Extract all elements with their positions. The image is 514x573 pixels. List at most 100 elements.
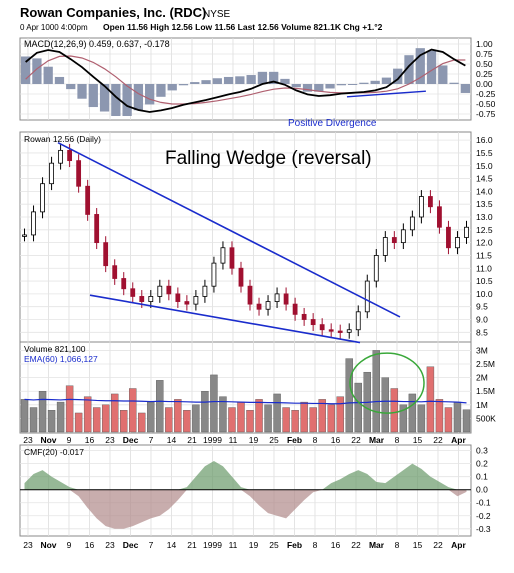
x-tick-label: 25: [269, 435, 279, 445]
x-tick-label: 25: [269, 540, 279, 550]
volume-bar: [336, 396, 344, 433]
price-candle: [428, 196, 433, 208]
price-candle: [437, 206, 442, 228]
price-candle: [364, 280, 370, 313]
price-title: Rowan 12.56 (Daily): [24, 134, 101, 144]
macd-histogram-bar: [178, 84, 189, 86]
volume-title: Volume 821,100: [24, 344, 86, 354]
x-tick-label: 9: [67, 435, 72, 445]
x-tick-label: 9: [67, 540, 72, 550]
price-candle: [455, 237, 460, 249]
macd-annotation: Positive Divergence: [288, 118, 377, 129]
volume-bar: [327, 404, 335, 433]
volume-bar: [129, 388, 137, 433]
y-tick-label: -0.75: [476, 109, 496, 119]
y-tick-label: 1M: [476, 400, 488, 410]
volume-bar: [435, 399, 444, 433]
volume-bar: [300, 401, 308, 433]
macd-histogram-bar: [426, 50, 437, 84]
x-tick-label: 21: [187, 540, 197, 550]
volume-bar: [92, 407, 101, 433]
upper-trendline: [57, 141, 401, 318]
macd-panel: [19, 37, 472, 121]
x-tick-label: 8: [395, 435, 400, 445]
y-tick-label: 0.25: [476, 69, 493, 79]
price-candle: [49, 162, 54, 185]
y-tick-label: 11.5: [476, 250, 492, 260]
price-candle: [148, 296, 154, 302]
price-candle: [139, 296, 145, 302]
x-tick-label: Dec: [123, 435, 139, 445]
x-tick-label: 1999: [203, 540, 222, 550]
price-candle: [464, 226, 469, 238]
exchange-label: NYSE: [203, 9, 231, 20]
y-tick-label: -0.25: [476, 89, 496, 99]
volume-bar: [381, 377, 390, 433]
macd-histogram-bar: [43, 66, 53, 84]
volume-bar: [38, 391, 47, 433]
y-tick-label: 10.5: [476, 276, 493, 286]
price-candle: [283, 293, 289, 305]
y-tick-label: 0.2: [476, 459, 488, 469]
volume-bar: [408, 393, 417, 433]
price-candle: [346, 329, 352, 333]
ema-line: [24, 398, 467, 405]
macd-histogram-bar: [291, 84, 301, 88]
x-tick-label: 15: [413, 540, 423, 550]
x-tick-label: 8: [313, 540, 318, 550]
x-tick-label: 23: [23, 435, 33, 445]
volume-bar: [453, 401, 462, 433]
macd-histogram-bar: [212, 78, 222, 84]
macd-histogram-bar: [336, 84, 346, 86]
lower-trendline: [89, 294, 361, 344]
x-tick-label: 23: [105, 540, 115, 550]
price-candle: [157, 285, 163, 297]
macd-histogram-bar: [257, 71, 268, 84]
volume-bar: [120, 410, 128, 433]
price-candle: [256, 303, 262, 310]
macd-histogram-bar: [302, 84, 313, 92]
price-candle: [94, 214, 100, 244]
price-candle: [301, 313, 307, 320]
volume-bar: [174, 399, 182, 433]
price-candle: [247, 285, 253, 305]
axis-ticks: 23 23 Nov Nov 9 9 16 16 23 23 Dec Dec 7 7 14 14 21 21 1999…: [23, 39, 496, 550]
volume-bar: [20, 399, 29, 433]
price-candle: [337, 330, 343, 333]
macd-histogram-bar: [235, 76, 245, 84]
price-candle: [193, 296, 199, 305]
macd-histogram-bar: [99, 84, 110, 112]
x-tick-label: 14: [167, 540, 177, 550]
volume-bar: [210, 374, 218, 433]
y-tick-label: 11.0: [476, 263, 492, 273]
volume-bar: [74, 412, 83, 433]
volume-bar: [101, 404, 110, 433]
macd-histogram-bar: [460, 84, 470, 93]
volume-bar: [390, 388, 399, 433]
x-tick-label: 22: [351, 540, 361, 550]
volume-bar: [219, 396, 227, 433]
volume-bar: [201, 391, 209, 433]
y-tick-label: 13.0: [476, 212, 493, 222]
y-tick-label: 500K: [476, 413, 496, 423]
volume-bar: [417, 404, 426, 433]
y-tick-label: 0.50: [476, 59, 493, 69]
price-candle: [121, 278, 127, 290]
x-tick-label: 16: [85, 540, 95, 550]
price-candle: [274, 293, 280, 302]
macd-histogram-bar: [145, 84, 155, 105]
y-tick-label: 16.0: [476, 135, 493, 145]
price-candle: [211, 262, 217, 287]
macd-histogram-bar: [190, 82, 200, 84]
macd-series: [21, 48, 470, 116]
macd-histogram-bar: [54, 76, 65, 84]
y-tick-label: 9.0: [476, 315, 488, 325]
y-tick-label: 12.5: [476, 225, 493, 235]
volume-bar: [147, 401, 155, 433]
macd-histogram-bar: [449, 82, 459, 84]
y-tick-label: 8.5: [476, 327, 488, 337]
y-tick-label: 12.0: [476, 238, 493, 248]
x-tick-label: 7: [149, 540, 154, 550]
macd-histogram-bar: [88, 84, 98, 108]
